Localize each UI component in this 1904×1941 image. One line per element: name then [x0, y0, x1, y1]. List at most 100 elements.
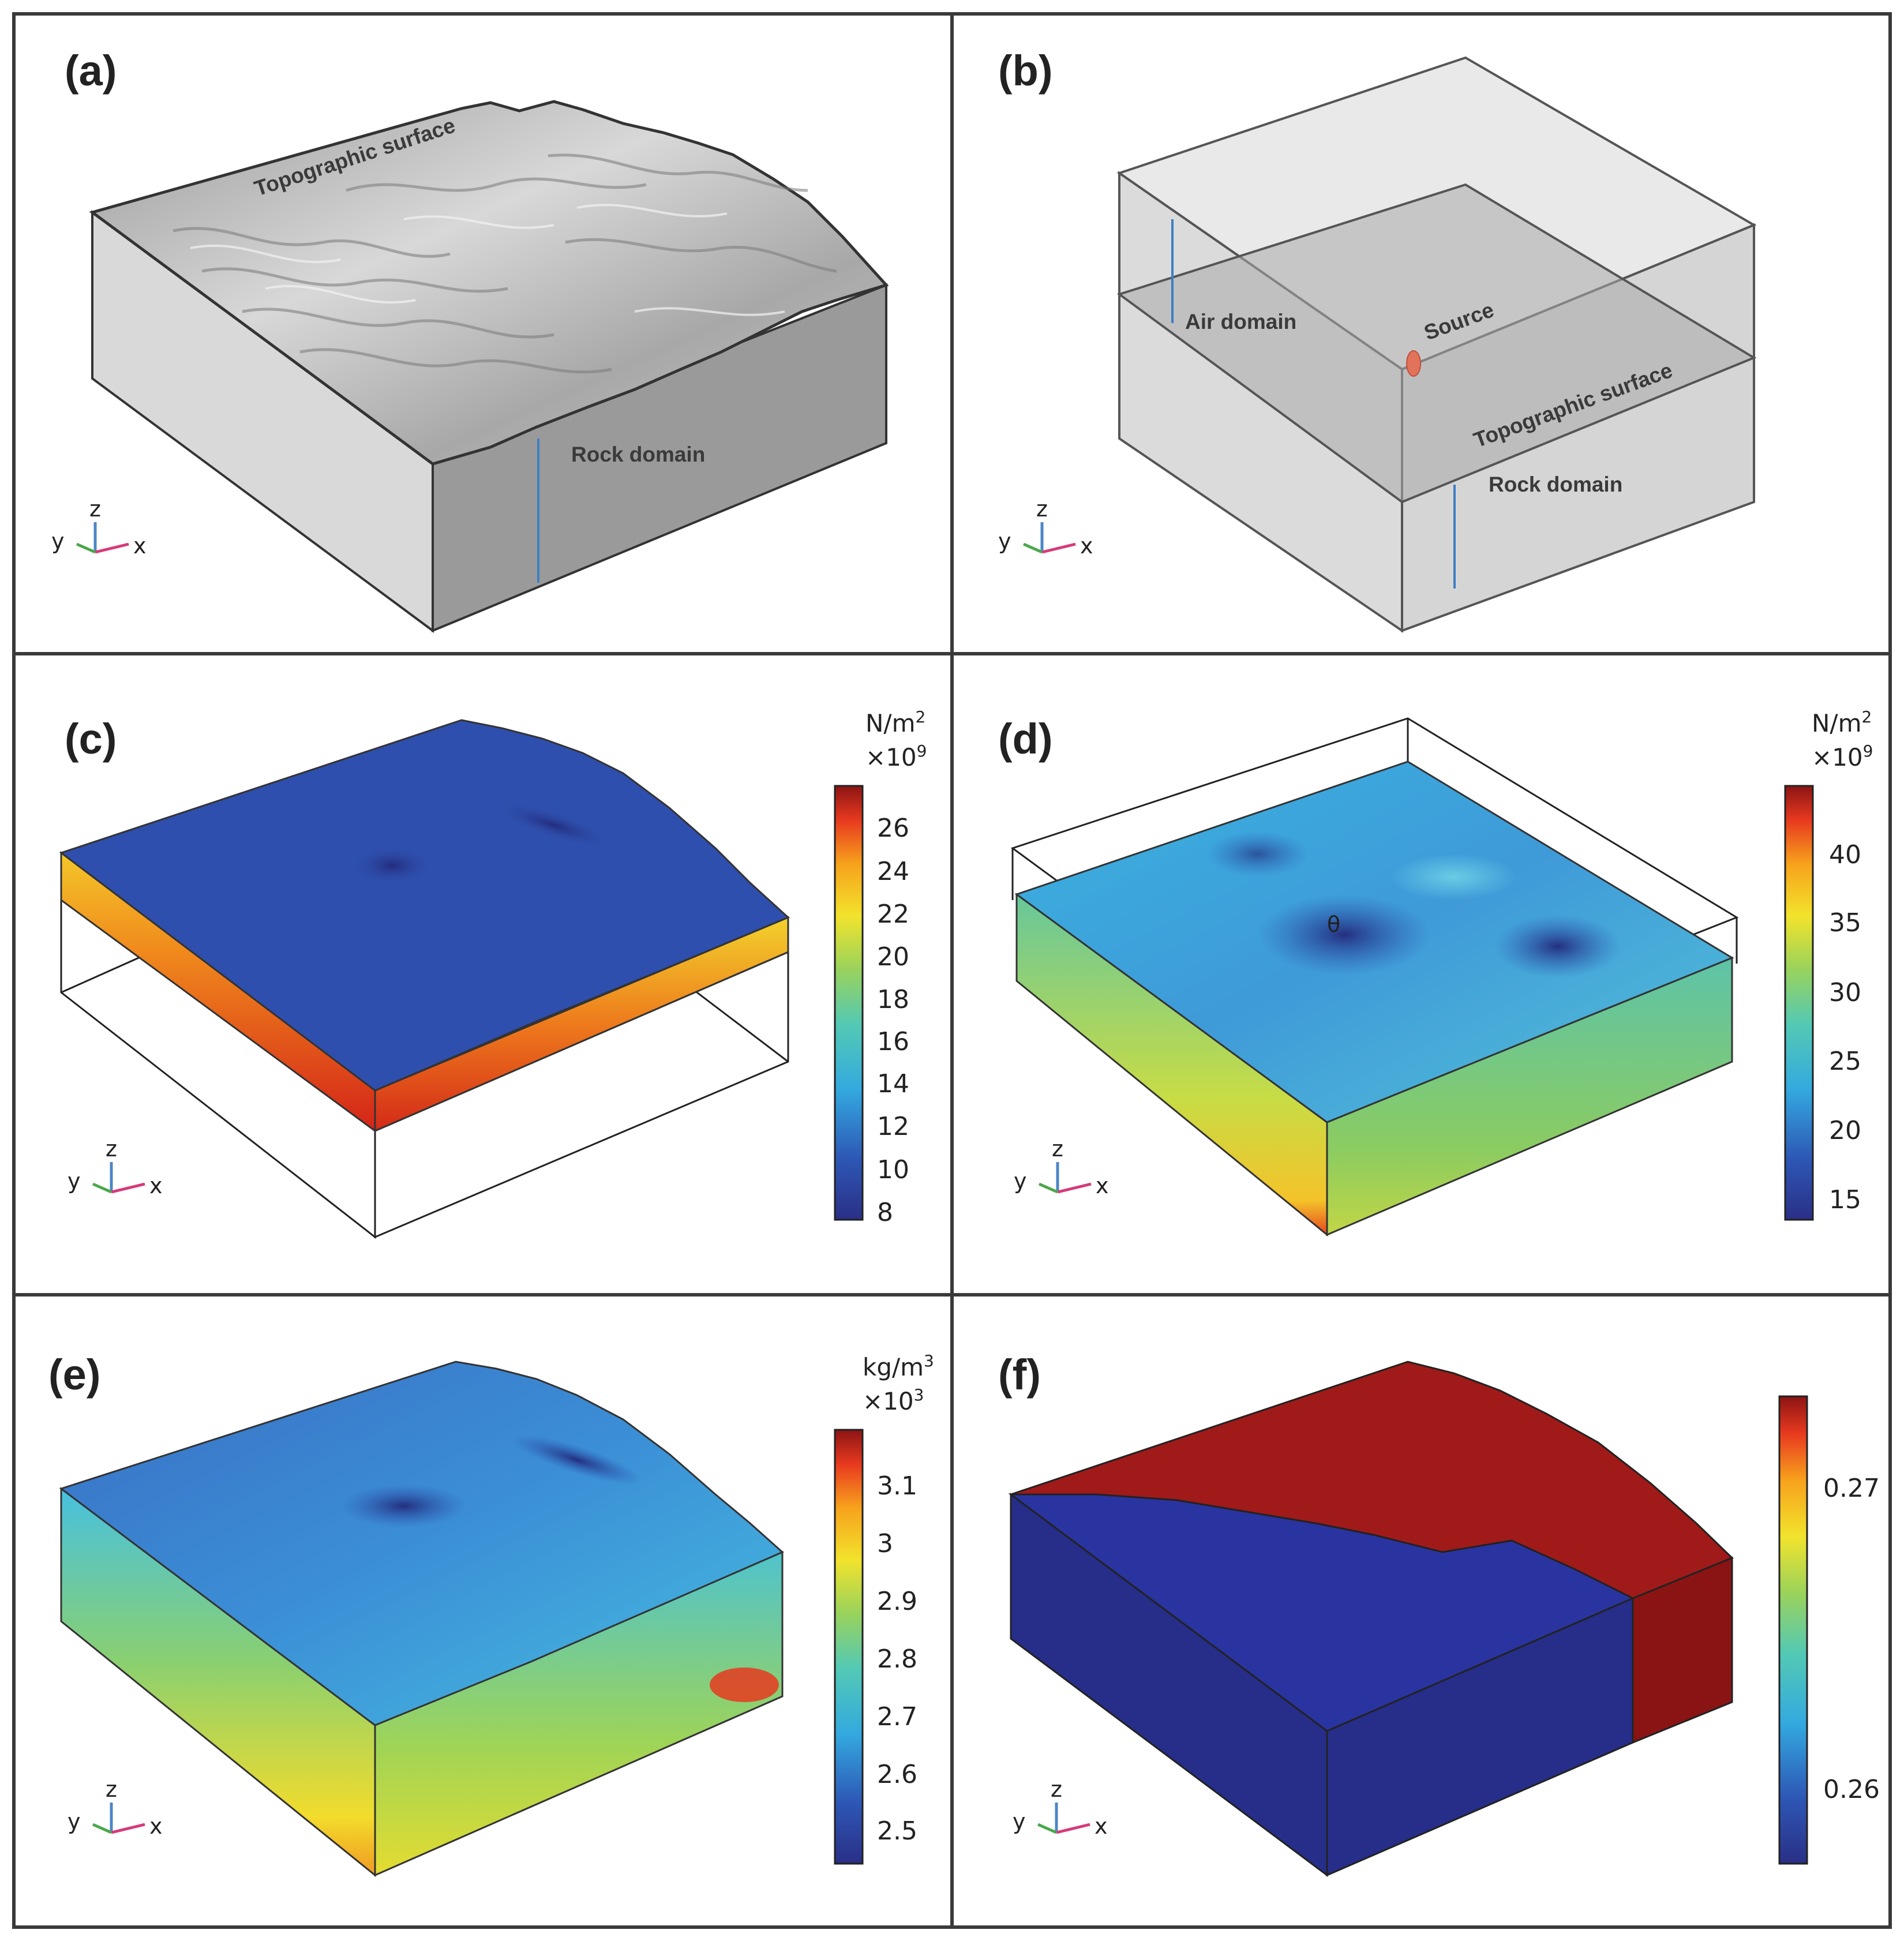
axis-triad-f: z x y [1013, 1777, 1108, 1839]
top-surface [59, 719, 790, 1092]
interface-surface [1116, 183, 1757, 504]
axis-x-label: x [1080, 533, 1093, 559]
axis-triad-a: z x y [51, 496, 147, 559]
axis-triad-d: z x y [1014, 1136, 1109, 1198]
panel-f-label: (f) [998, 1351, 1041, 1399]
low-modulus-anomaly [1494, 915, 1621, 978]
colorbar-f-tick: 0.27 [1823, 1474, 1880, 1503]
colorbar-c-tick: 24 [877, 857, 909, 886]
axis-x-label: x [149, 1173, 163, 1198]
axis-triad-e: z x y [68, 1777, 163, 1839]
axis-y-label: y [998, 529, 1011, 554]
colorbar-d-ticks: 40 35 30 25 20 15 [1829, 840, 1861, 1215]
colorbar-d-tick: 35 [1829, 908, 1861, 938]
axis-y-label: y [68, 1809, 81, 1834]
colorbar-d-gradient [1784, 785, 1814, 1221]
colorbar-c-unit: N/m2 [865, 707, 925, 737]
colorbar-c-tick: 18 [877, 985, 909, 1014]
colorbar-e-tick: 3.1 [877, 1471, 917, 1501]
colorbar-f-tick: 0.26 [1823, 1775, 1880, 1804]
air-domain-label: Air domain [1185, 310, 1296, 334]
axis-y-label: y [51, 529, 65, 554]
terrain-highlights [190, 204, 785, 316]
rock-domain-label: Rock domain [1489, 473, 1622, 496]
high-density-patch [710, 1668, 779, 1702]
colorbar-e-tick: 2.6 [877, 1760, 917, 1789]
colorbar-e-scale: ×103 [863, 1385, 924, 1415]
high-modulus-patch [1390, 854, 1517, 900]
colorbar-e-unit: kg/m3 [863, 1351, 934, 1381]
colorbar-d: N/m2 ×109 40 35 30 25 20 15 [1784, 707, 1873, 1221]
colorbar-e-tick: 2.9 [877, 1587, 917, 1616]
axis-z-label: z [1036, 496, 1048, 522]
colorbar-c-scale: ×109 [865, 741, 927, 771]
low-modulus-anomaly [346, 844, 438, 887]
low-modulus-anomaly [1258, 894, 1431, 975]
axis-x-label: x [133, 533, 147, 559]
axis-y-label: y [1014, 1168, 1027, 1194]
colorbar-d-tick: 40 [1829, 840, 1861, 870]
colorbar-c-tick: 10 [877, 1155, 909, 1185]
panel-d: (d) θ N/m2 ×109 40 35 30 25 20 15 [998, 707, 1873, 1237]
ridge-anomaly [511, 1434, 643, 1485]
colorbar-f-gradient [1778, 1395, 1808, 1865]
panel-a: (a) Topographic surface Rock domain [65, 47, 889, 633]
source-marker [1406, 350, 1421, 377]
axis-x-label: x [1095, 1813, 1108, 1839]
panel-f: (f) 0.27 0.26 [998, 1351, 1880, 1877]
colorbar-e: kg/m3 ×103 3.1 3 2.9 2.8 2.7 2.6 2.5 [834, 1351, 934, 1865]
ridge-anomaly [488, 799, 620, 851]
colorbar-f: 0.27 0.26 [1778, 1395, 1880, 1865]
theta-marker: θ [1327, 912, 1340, 937]
panel-e-label: (e) [48, 1351, 100, 1399]
rock-domain-label: Rock domain [571, 443, 705, 466]
colorbar-e-tick: 2.7 [877, 1702, 917, 1732]
axis-triad-b: z x y [998, 496, 1093, 559]
colorbar-d-tick: 20 [1829, 1116, 1861, 1145]
colorbar-c-ticks: 26 24 22 20 18 16 14 12 10 8 [877, 814, 909, 1227]
axis-z-label: z [106, 1777, 117, 1802]
colorbar-d-tick: 30 [1829, 978, 1861, 1007]
colorbar-e-gradient [834, 1429, 864, 1865]
top-surface [59, 1361, 784, 1726]
panel-b-label: (b) [998, 47, 1053, 95]
axis-z-label: z [106, 1136, 117, 1161]
colorbar-f-ticks: 0.27 0.26 [1823, 1474, 1880, 1804]
colorbar-c-tick: 14 [877, 1069, 909, 1099]
panel-c-label: (c) [65, 715, 117, 763]
panel-b: (b) Air domain Source Topographic surfac… [998, 47, 1757, 633]
colorbar-c-tick: 22 [877, 900, 909, 929]
colorbar-d-unit: N/m2 [1812, 707, 1872, 737]
panel-c: (c) N/m2 ×109 26 24 22 20 18 16 14 12 [59, 707, 927, 1239]
colorbar-e-ticks: 3.1 3 2.9 2.8 2.7 2.6 2.5 [877, 1471, 917, 1846]
colorbar-d-tick: 15 [1829, 1185, 1861, 1215]
axis-x-label: x [1096, 1173, 1109, 1198]
colorbar-e-tick: 2.8 [877, 1644, 917, 1674]
panel-d-label: (d) [998, 715, 1053, 763]
axis-y-label: y [68, 1168, 81, 1194]
axis-y-label: y [1013, 1809, 1026, 1834]
topographic-surface [89, 100, 889, 466]
top-surface-blue [1008, 1493, 1635, 1732]
axis-x-label: x [149, 1813, 163, 1839]
axis-triad-c: z x y [68, 1136, 163, 1198]
axis-z-label: z [89, 496, 101, 522]
low-modulus-anomaly [1206, 831, 1310, 877]
colorbar-c-tick: 26 [877, 814, 909, 843]
colorbar-c-tick: 16 [877, 1027, 909, 1056]
colorbar-e-tick: 2.5 [877, 1816, 917, 1846]
panel-e: (e) kg/m3 ×103 3.1 3 2.9 2.8 2.7 2.6 2.5 [48, 1351, 934, 1878]
panel-a-label: (a) [65, 47, 117, 95]
colorbar-c-tick: 12 [877, 1112, 909, 1141]
colorbar-c-tick: 20 [877, 942, 909, 972]
axis-z-label: z [1052, 1136, 1063, 1161]
colorbar-d-scale: ×109 [1812, 741, 1873, 771]
colorbar-d-tick: 25 [1829, 1047, 1861, 1076]
terrain-texture [173, 153, 837, 374]
low-density-anomaly [340, 1484, 467, 1528]
colorbar-e-tick: 3 [877, 1529, 893, 1558]
colorbar-c-tick: 8 [877, 1198, 893, 1227]
colorbar-c-gradient [834, 785, 864, 1221]
colorbar-c: N/m2 ×109 26 24 22 20 18 16 14 12 10 8 [834, 707, 927, 1227]
